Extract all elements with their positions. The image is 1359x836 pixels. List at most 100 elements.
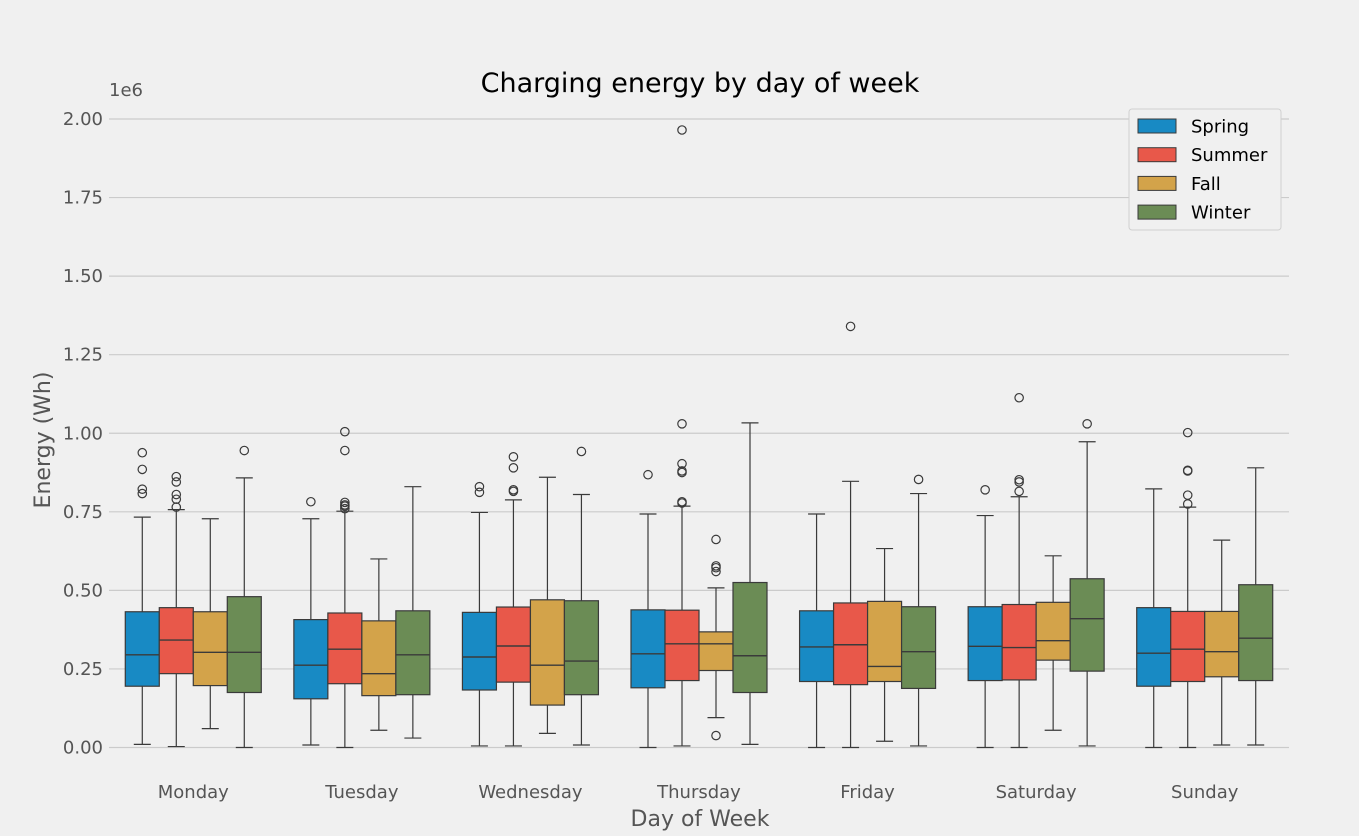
outlier-point	[137, 484, 148, 494]
box	[158, 471, 194, 748]
box-iqr	[630, 609, 666, 689]
box-iqr	[226, 596, 262, 694]
outlier-point	[677, 125, 687, 135]
box	[192, 518, 228, 730]
legend-swatch	[1137, 175, 1177, 191]
x-tick-label: Friday	[840, 782, 895, 803]
outlier-point	[1182, 427, 1193, 438]
box-iqr	[192, 611, 228, 687]
box-iqr	[866, 600, 903, 683]
outlier-point	[1014, 486, 1024, 497]
outlier-point	[340, 426, 350, 437]
box	[1035, 555, 1071, 731]
legend-frame	[1128, 108, 1282, 231]
x-axis-ticks: Monday Tuesday Wednesday Thursday Friday Satu…	[158, 782, 1239, 803]
outlier-point	[171, 471, 182, 482]
y-scale-label: 1e6	[109, 80, 143, 101]
box-iqr	[900, 606, 937, 690]
y-tick-label: 1.75	[63, 188, 103, 209]
outlier-point	[1014, 392, 1024, 403]
y-axis-label: Energy (Wh)	[31, 372, 56, 509]
box-iqr	[1238, 584, 1274, 682]
legend-items: Spring Summer Fall Winter	[1137, 117, 1268, 224]
legend-item-spring: Spring	[1137, 117, 1249, 138]
box	[461, 481, 498, 747]
x-tick-label: Thursday	[656, 782, 741, 803]
box	[866, 547, 903, 742]
box-iqr	[1035, 601, 1071, 661]
outlier-point	[306, 496, 316, 507]
x-tick-label: Tuesday	[324, 782, 399, 803]
outlier-point	[508, 485, 519, 495]
legend-label: Summer	[1191, 145, 1268, 166]
outlier-point	[1182, 465, 1193, 476]
outlier-point	[677, 496, 687, 507]
y-tick-label: 1.00	[63, 423, 103, 444]
y-tick-label: 2.00	[63, 109, 103, 130]
x-tick-label: Sunday	[1171, 782, 1239, 803]
box	[1238, 467, 1274, 746]
outlier-point	[474, 481, 485, 492]
box-iqr	[293, 619, 329, 700]
outlier-point	[677, 466, 687, 476]
box	[1001, 392, 1037, 749]
box-iqr	[529, 599, 566, 706]
y-tick-label: 0.75	[63, 502, 103, 523]
outlier-point	[340, 500, 350, 510]
series-spring	[124, 447, 1172, 749]
outlier-point	[1014, 474, 1024, 485]
legend-item-summer: Summer	[1137, 145, 1268, 166]
legend-swatch	[1137, 147, 1177, 163]
box	[495, 452, 532, 747]
box	[1204, 539, 1240, 746]
box-plots	[124, 125, 1274, 749]
outlier-point	[508, 463, 519, 473]
legend-item-fall: Fall	[1137, 174, 1221, 195]
box-iqr	[1001, 603, 1037, 681]
box	[124, 447, 160, 745]
outlier-point	[137, 447, 148, 458]
x-axis-label: Day of Week	[631, 807, 770, 832]
outlier-point	[711, 561, 721, 571]
legend-label: Fall	[1191, 174, 1221, 195]
outlier-point	[171, 489, 182, 500]
legend-label: Winter	[1191, 203, 1251, 224]
outlier-point	[340, 503, 350, 514]
box	[1170, 427, 1206, 749]
box-iqr	[1170, 610, 1206, 683]
outlier-point	[137, 488, 148, 499]
legend-item-winter: Winter	[1137, 203, 1251, 224]
box-iqr	[1069, 578, 1105, 672]
box	[1069, 419, 1105, 747]
outlier-point	[913, 474, 924, 485]
outlier-point	[340, 445, 350, 456]
box-iqr	[967, 606, 1003, 682]
box-iqr	[563, 600, 600, 696]
legend-swatch	[1137, 118, 1177, 134]
legend-swatch	[1137, 204, 1177, 220]
outlier-point	[1082, 419, 1092, 429]
outlier-point	[171, 477, 182, 487]
outlier-point	[576, 446, 587, 457]
y-tick-label: 1.50	[63, 266, 103, 287]
series-summer	[158, 125, 1206, 749]
outlier-point	[711, 730, 721, 741]
box-iqr	[1136, 607, 1172, 687]
outlier-point	[980, 485, 990, 495]
outlier-point	[508, 452, 519, 462]
box	[563, 446, 600, 746]
box	[664, 125, 700, 747]
outlier-point	[137, 464, 148, 475]
outlier-point	[474, 487, 485, 498]
box-iqr	[395, 610, 431, 696]
outlier-point	[711, 566, 721, 577]
box	[529, 476, 566, 734]
x-tick-label: Saturday	[996, 782, 1077, 803]
outlier-point	[677, 458, 687, 469]
series-fall	[192, 476, 1240, 746]
y-axis-ticks: 0.00 0.25 0.50 0.75 1.00 1.25 1.50 1.75 2.00	[63, 109, 103, 759]
box	[327, 426, 363, 749]
x-tick-label: Wednesday	[478, 782, 583, 803]
box	[1136, 488, 1172, 749]
